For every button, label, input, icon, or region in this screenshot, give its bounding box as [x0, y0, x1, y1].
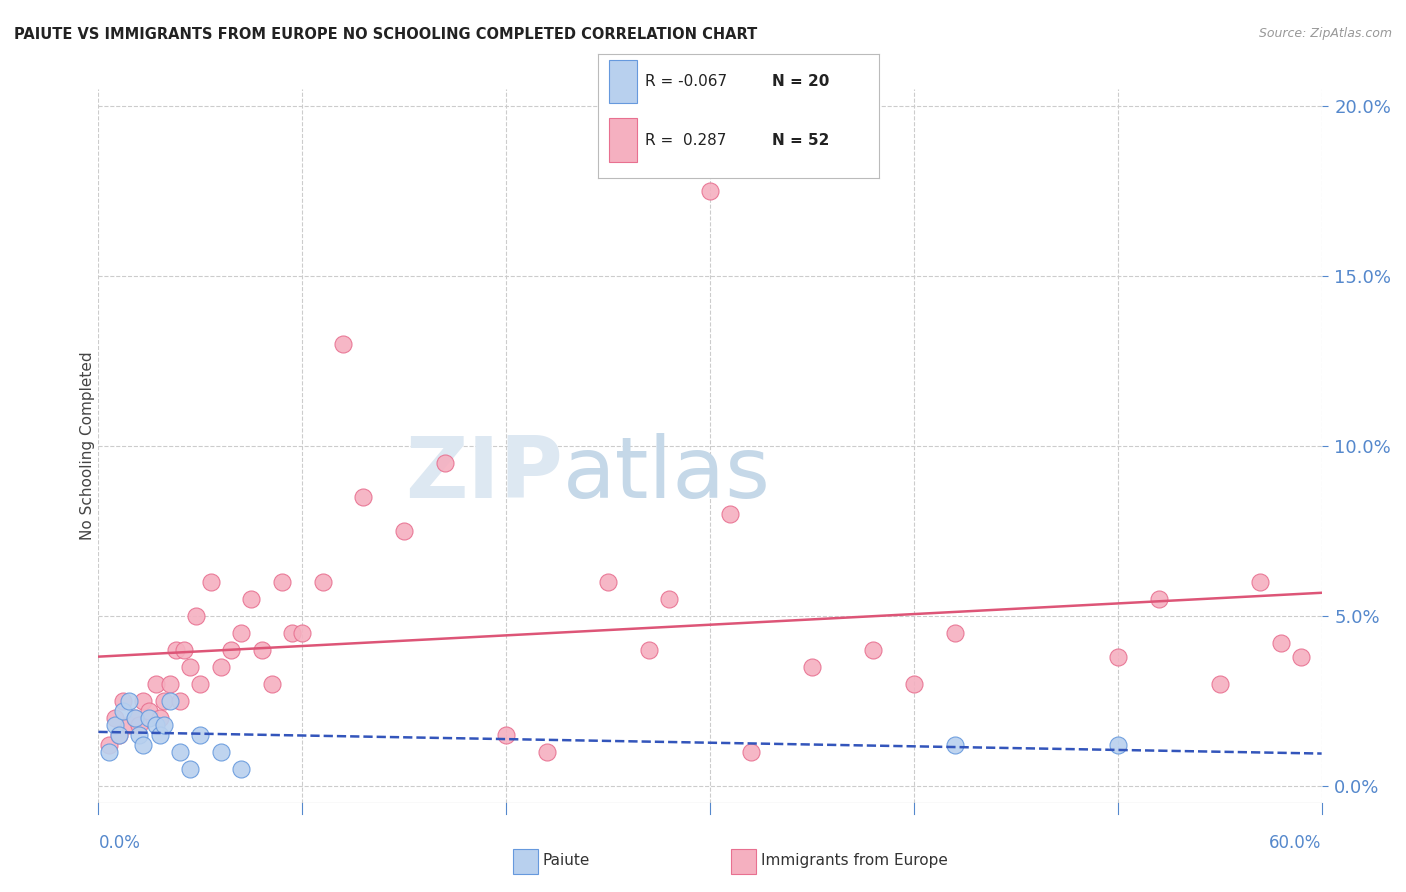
Point — [173, 643, 195, 657]
Point — [352, 490, 374, 504]
Point — [1147, 591, 1170, 606]
Point — [658, 591, 681, 606]
Point — [200, 574, 222, 589]
Point — [108, 728, 131, 742]
Point — [231, 762, 253, 776]
Bar — [609, 60, 637, 103]
Point — [179, 762, 201, 776]
Point — [862, 643, 884, 657]
Text: 0.0%: 0.0% — [98, 834, 141, 852]
Point — [152, 717, 174, 731]
Point — [169, 745, 191, 759]
Point — [179, 660, 201, 674]
Point — [128, 717, 150, 731]
Point — [149, 711, 172, 725]
Point — [145, 677, 167, 691]
Point — [159, 677, 181, 691]
Point — [1107, 649, 1129, 664]
Point — [132, 694, 155, 708]
Text: PAIUTE VS IMMIGRANTS FROM EUROPE NO SCHOOLING COMPLETED CORRELATION CHART: PAIUTE VS IMMIGRANTS FROM EUROPE NO SCHO… — [14, 27, 758, 42]
Point — [231, 626, 253, 640]
Point — [108, 728, 131, 742]
Point — [149, 728, 172, 742]
Point — [118, 694, 141, 708]
Point — [495, 728, 517, 742]
Point — [219, 643, 242, 657]
Point — [943, 738, 966, 752]
Point — [209, 745, 232, 759]
Text: R =  0.287: R = 0.287 — [645, 133, 727, 148]
Point — [97, 738, 120, 752]
Point — [128, 728, 150, 742]
Point — [118, 717, 141, 731]
Point — [132, 738, 155, 752]
Point — [104, 717, 127, 731]
Point — [188, 677, 212, 691]
Point — [801, 660, 824, 674]
Point — [291, 626, 314, 640]
Point — [740, 745, 762, 759]
Point — [260, 677, 283, 691]
Point — [111, 704, 134, 718]
Text: Source: ZipAtlas.com: Source: ZipAtlas.com — [1258, 27, 1392, 40]
Point — [124, 711, 146, 725]
Point — [138, 704, 160, 718]
Text: 60.0%: 60.0% — [1270, 834, 1322, 852]
Text: Immigrants from Europe: Immigrants from Europe — [761, 854, 948, 868]
Point — [124, 711, 146, 725]
Bar — [609, 119, 637, 162]
Point — [1270, 636, 1292, 650]
Point — [903, 677, 925, 691]
Point — [536, 745, 558, 759]
Text: N = 52: N = 52 — [772, 133, 830, 148]
Point — [598, 574, 620, 589]
Y-axis label: No Schooling Completed: No Schooling Completed — [80, 351, 94, 541]
Point — [250, 643, 273, 657]
Point — [165, 643, 187, 657]
Point — [104, 711, 127, 725]
Point — [434, 456, 457, 470]
Point — [1107, 738, 1129, 752]
Point — [943, 626, 966, 640]
Point — [169, 694, 191, 708]
Point — [97, 745, 120, 759]
Point — [152, 694, 174, 708]
Text: ZIP: ZIP — [405, 433, 564, 516]
Text: Paiute: Paiute — [543, 854, 591, 868]
Point — [1291, 649, 1313, 664]
Point — [312, 574, 335, 589]
Point — [392, 524, 416, 538]
Text: atlas: atlas — [564, 433, 772, 516]
Point — [186, 608, 208, 623]
Point — [720, 507, 742, 521]
Point — [1249, 574, 1271, 589]
Text: R = -0.067: R = -0.067 — [645, 74, 727, 89]
Point — [188, 728, 212, 742]
Point — [281, 626, 304, 640]
Point — [209, 660, 232, 674]
Point — [240, 591, 263, 606]
Point — [111, 694, 134, 708]
Point — [332, 337, 354, 351]
Point — [1209, 677, 1232, 691]
Point — [145, 717, 167, 731]
Point — [270, 574, 294, 589]
Text: N = 20: N = 20 — [772, 74, 830, 89]
Point — [638, 643, 661, 657]
Point — [138, 711, 160, 725]
Point — [699, 184, 721, 198]
Point — [159, 694, 181, 708]
